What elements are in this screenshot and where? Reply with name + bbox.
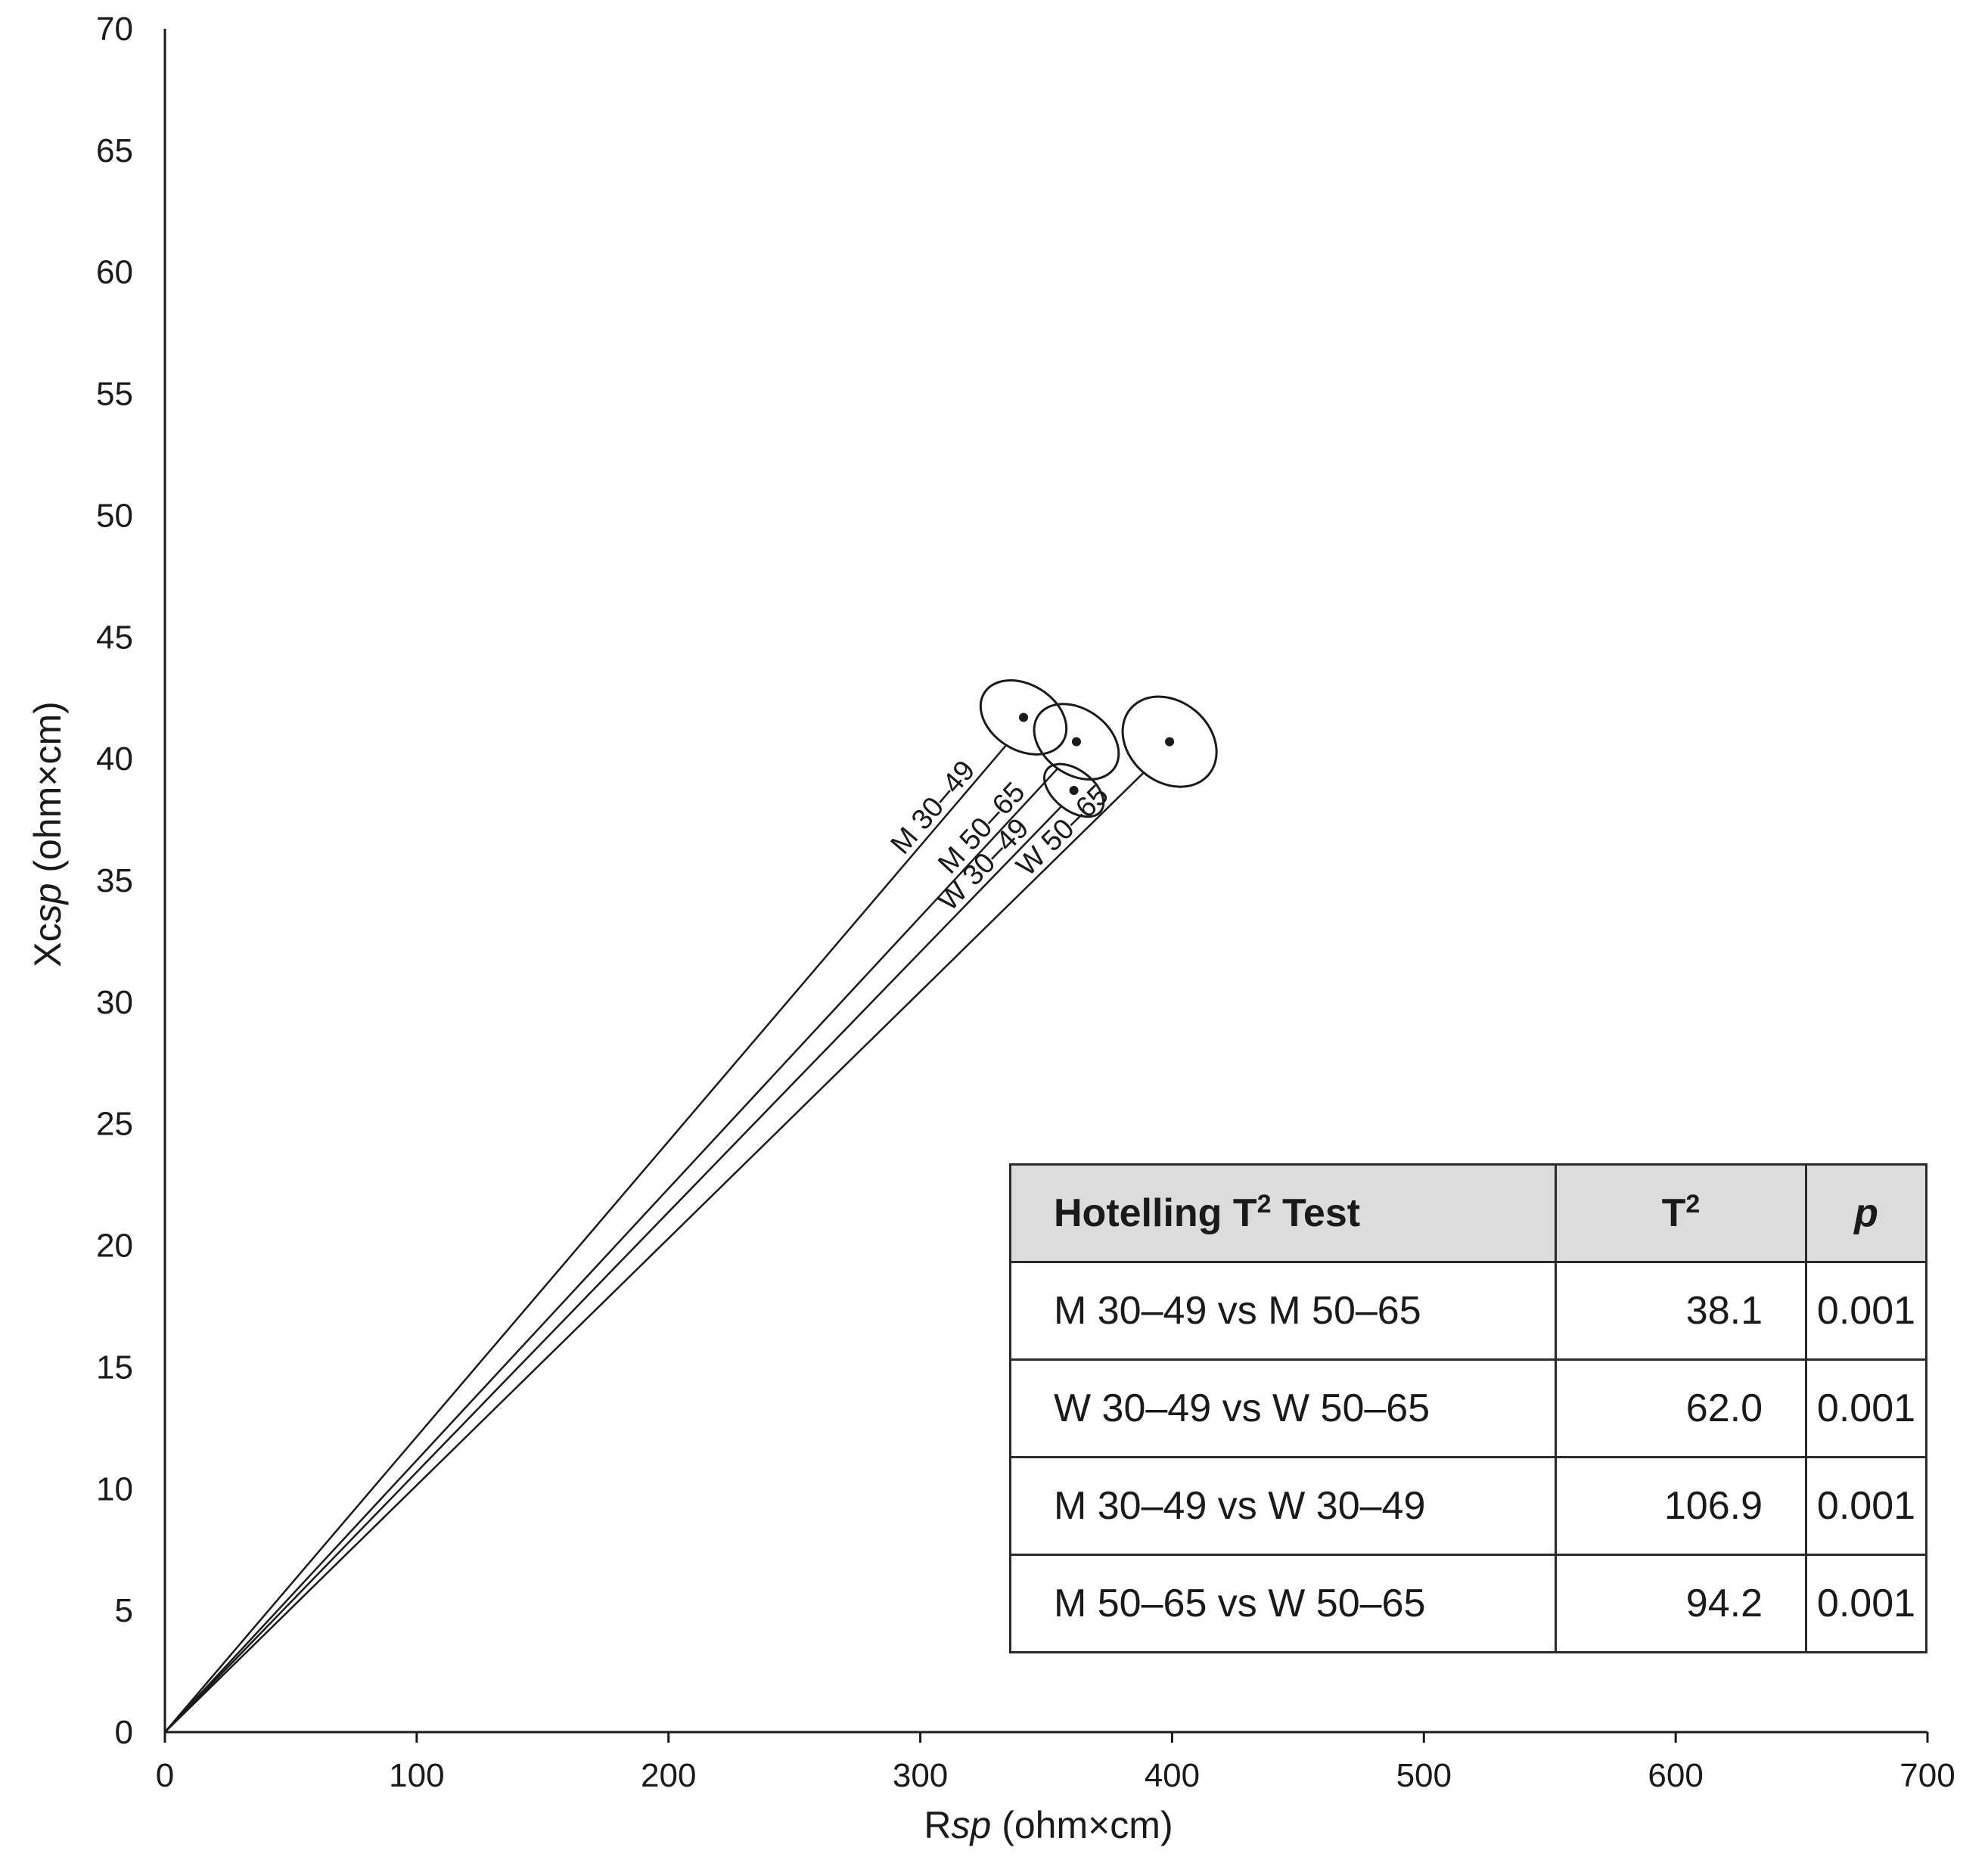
comparison-cell: M 50–65 vs W 50–65 — [1009, 1554, 1557, 1653]
x-axis-title: Rsp (ohm×cm) — [924, 1804, 1173, 1846]
p-cell: 0.001 — [1805, 1456, 1927, 1556]
table-header-row: Hotelling T2 Test T2 p — [1009, 1163, 1927, 1263]
mean-point — [1165, 737, 1175, 747]
p-cell: 0.001 — [1805, 1358, 1927, 1458]
y-axis-ticks: 0 5 10 15 20 25 30 35 40 45 50 55 60 65 70 — [96, 11, 133, 1751]
t2-cell: 62.0 — [1555, 1358, 1807, 1458]
confidence-ellipse — [979, 679, 1068, 756]
mean-point — [1019, 713, 1029, 722]
x-tick-label: 400 — [1145, 1757, 1200, 1794]
p-cell: 0.001 — [1805, 1261, 1927, 1361]
confidence-ellipse — [1033, 703, 1120, 781]
y-tick-label: 5 — [115, 1592, 133, 1629]
table-row: M 50–65 vs W 50–65 94.2 0.001 — [1009, 1554, 1927, 1653]
header-p: p — [1805, 1163, 1927, 1263]
table-row: M 30–49 vs M 50–65 38.1 0.001 — [1009, 1261, 1927, 1361]
y-tick-label: 65 — [96, 132, 133, 169]
mean-point — [1071, 737, 1081, 747]
vector-line — [164, 772, 1145, 1733]
x-tick-label: 0 — [156, 1757, 174, 1794]
comparison-cell: W 30–49 vs W 50–65 — [1009, 1358, 1557, 1458]
p-cell: 0.001 — [1805, 1554, 1927, 1653]
t2-cell: 94.2 — [1555, 1554, 1807, 1653]
header-t2: T2 — [1555, 1163, 1807, 1263]
vector-line — [164, 806, 1063, 1733]
y-tick-label: 45 — [96, 619, 133, 656]
y-tick-label: 40 — [96, 740, 133, 778]
table-row: M 30–49 vs W 30–49 106.9 0.001 — [1009, 1456, 1927, 1556]
axes — [163, 29, 1927, 1734]
vector-line — [164, 768, 1059, 1733]
hotelling-t2-table: Hotelling T2 Test T2 p M 30–49 vs M 50–6… — [1009, 1163, 1927, 1653]
comparison-cell: M 30–49 vs W 30–49 — [1009, 1456, 1557, 1556]
confidence-ellipse — [1043, 762, 1105, 818]
vector-line — [164, 744, 1008, 1733]
y-tick-label: 50 — [96, 497, 133, 534]
y-tick-label: 30 — [96, 984, 133, 1021]
table-row: W 30–49 vs W 50–65 62.0 0.001 — [1009, 1358, 1927, 1458]
comparison-cell: M 30–49 vs M 50–65 — [1009, 1261, 1557, 1361]
header-test: Hotelling T2 Test — [1009, 1163, 1557, 1263]
y-tick-label: 10 — [96, 1470, 133, 1507]
x-tick-label: 600 — [1648, 1757, 1703, 1794]
x-tick-label: 700 — [1899, 1757, 1955, 1794]
x-tick-label: 100 — [389, 1757, 444, 1794]
x-tick-label: 500 — [1396, 1757, 1452, 1794]
y-tick-label: 25 — [96, 1106, 133, 1143]
confidence-ellipses — [979, 679, 1218, 818]
x-tick-label: 300 — [893, 1757, 948, 1794]
series-vectors — [164, 744, 1145, 1733]
y-tick-label: 55 — [96, 376, 133, 413]
y-tick-label: 60 — [96, 254, 133, 291]
y-tick-label: 20 — [96, 1228, 133, 1265]
t2-cell: 106.9 — [1555, 1456, 1807, 1556]
mean-points — [1019, 713, 1175, 795]
y-tick-label: 70 — [96, 11, 133, 48]
t2-cell: 38.1 — [1555, 1261, 1807, 1361]
x-axis-ticks: 0 100 200 300 400 500 600 700 — [156, 1732, 1955, 1794]
confidence-ellipse — [1121, 695, 1218, 788]
y-axis-title: Xcsp (ohm×cm) — [26, 701, 69, 967]
y-tick-label: 15 — [96, 1349, 133, 1386]
x-tick-label: 200 — [641, 1757, 696, 1794]
y-tick-label: 35 — [96, 862, 133, 899]
mean-point — [1069, 785, 1079, 795]
y-tick-label: 0 — [115, 1714, 133, 1751]
